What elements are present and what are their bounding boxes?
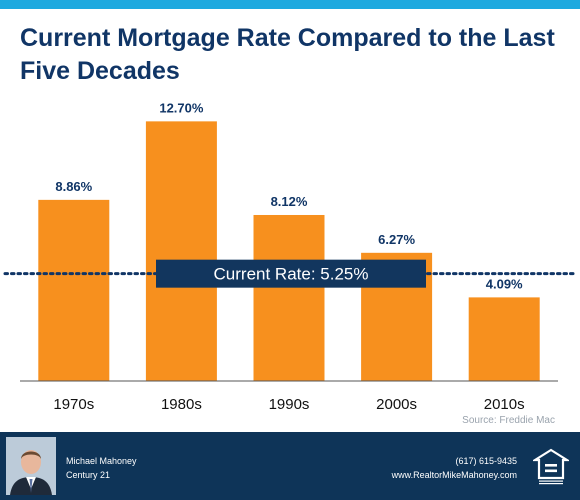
bar-1990s	[253, 214, 325, 381]
current-rate-banner	[156, 259, 426, 288]
value-label: 8.12%	[271, 194, 308, 209]
bar-chart: 8.86% 1970s 12.70% 1980s 8.12% 1990s 6.27% 2000…	[3, 100, 577, 426]
agent-phone[interactable]: (617) 615-9435	[455, 456, 517, 466]
bar-1970s	[38, 199, 110, 381]
chart-title: Current Mortgage Rate Compared to the La…	[20, 24, 555, 85]
agent-footer	[0, 432, 580, 500]
top-accent-bar	[0, 0, 580, 9]
category-label: 1990s	[269, 396, 310, 413]
agent-name: Michael Mahoney	[66, 456, 137, 466]
agent-website-link[interactable]: www.RealtorMikeMahoney.com	[391, 470, 517, 480]
agent-photo	[6, 437, 56, 495]
agent-company: Century 21	[66, 470, 111, 480]
source-note: Source: Freddie Mac	[462, 415, 555, 426]
value-label: 6.27%	[378, 232, 415, 247]
value-label: 12.70%	[159, 100, 204, 115]
bar-2010s	[468, 297, 540, 381]
equal-housing-icon	[531, 448, 571, 486]
value-label: 8.86%	[55, 179, 92, 194]
category-label: 2010s	[484, 396, 525, 413]
category-label: 1970s	[53, 396, 94, 413]
current-rate-label: Current Rate: 5.25%	[214, 265, 369, 284]
bar-1980s	[145, 121, 217, 381]
category-label: 2000s	[376, 396, 417, 413]
equal-housing-logo	[531, 448, 571, 485]
category-label: 1980s	[161, 396, 202, 413]
value-label: 4.09%	[486, 276, 523, 291]
